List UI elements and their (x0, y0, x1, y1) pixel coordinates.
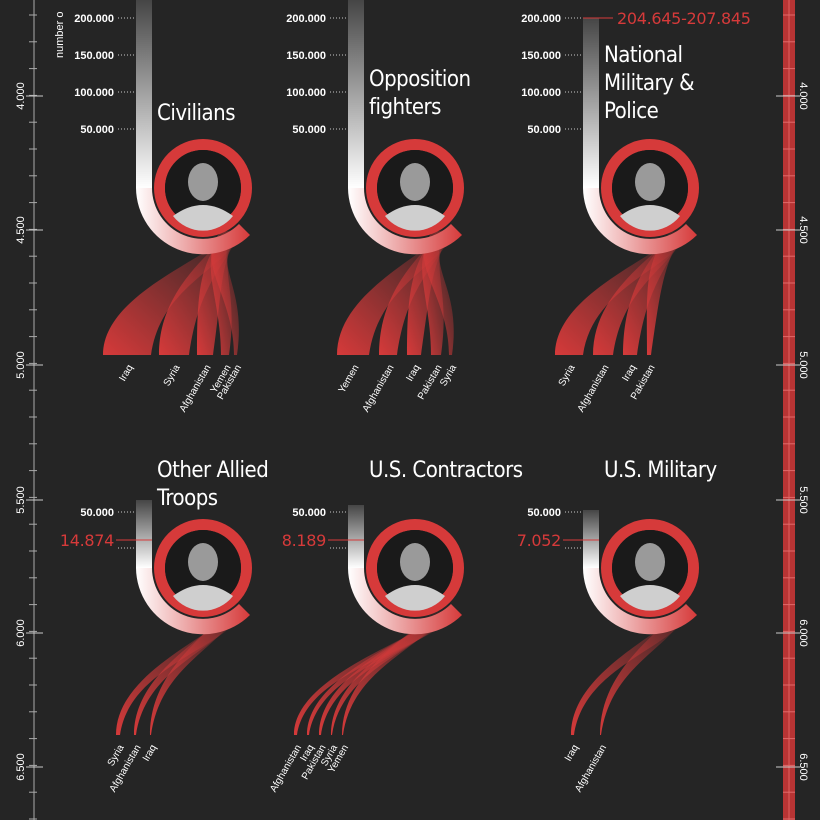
value-stem (348, 0, 364, 188)
ring (154, 519, 252, 617)
panel-title: Opposition (369, 67, 471, 92)
scale-tick-label: 200.000 (74, 13, 114, 25)
panel-title: U.S. Contractors (369, 458, 523, 483)
axis-tick-label: 5.500 (15, 486, 27, 514)
right-tick-label: 5.500 (797, 486, 809, 514)
scale-tick-label: 150.000 (286, 50, 326, 62)
value-stem (348, 505, 364, 568)
ring (366, 519, 464, 617)
country-label: Syria (438, 363, 459, 389)
country-label: Iraq (404, 363, 422, 383)
flow-pakistan (211, 230, 239, 355)
scale-tick-label: 200.000 (286, 13, 326, 25)
flow-iraq (623, 230, 686, 355)
shoulders-shape (385, 205, 445, 231)
right-tick-label: 5.000 (797, 351, 809, 379)
axis-tick-label: 4.000 (15, 82, 27, 110)
value-stem-curve (583, 188, 697, 255)
right-tick-label: 4.500 (797, 216, 809, 244)
ring (601, 519, 699, 617)
ring (601, 139, 699, 237)
scale-tick-label: 100.000 (521, 87, 561, 99)
value-label: 8.189 (282, 531, 326, 550)
country-label: Iraq (563, 743, 581, 763)
scale-tick-label: 150.000 (521, 50, 561, 62)
country-label: Afghanistan (576, 363, 612, 414)
right-tick-label: 6.000 (797, 619, 809, 647)
scale-tick-label: 200.000 (521, 13, 561, 25)
value-stem (583, 510, 599, 568)
axis-title: number o (54, 12, 66, 58)
country-label: Afghanistan (268, 743, 304, 794)
country-label: Iraq (141, 743, 159, 763)
panel-title: Other Allied (157, 458, 268, 483)
panel-civilians: Iraq SyriaAfghanistanYemenPakistanCivilia… (74, 0, 252, 414)
scale-tick-label: 50.000 (527, 124, 561, 136)
shoulders-shape (385, 585, 445, 611)
face-shape (635, 163, 665, 201)
flow-pakistan (646, 230, 683, 355)
right-axis: 4.000 4.500 5.000 5.500 6.000 6.500 (776, 0, 809, 820)
shoulders-shape (173, 205, 233, 231)
panel-title: U.S. Military (604, 458, 718, 483)
value-stem (136, 500, 152, 568)
value-stem (136, 0, 152, 188)
panel-title: fighters (369, 95, 441, 120)
flow-syria (423, 230, 454, 355)
ring (154, 139, 252, 237)
panel-title: Police (604, 99, 659, 124)
scale-tick-label: 100.000 (286, 87, 326, 99)
country-label: Syria (162, 363, 183, 389)
panel-title: National (604, 43, 682, 68)
scale-tick-label: 150.000 (74, 50, 114, 62)
flow-afghanistan (379, 230, 454, 355)
panel-opposition-fighters: Yemen Afghanistan IraqPakistanSyriaOpposit… (286, 0, 471, 414)
right-tick-label: 6.500 (797, 753, 809, 781)
axis-tick-label: 6.000 (15, 619, 27, 647)
value-label: 204.645-207.845 (617, 9, 751, 28)
country-label: Afghanistan (361, 363, 397, 414)
shoulders-shape (620, 205, 680, 231)
scale-tick-label: 100.000 (74, 87, 114, 99)
value-stem-curve (136, 568, 250, 635)
left-axis: 4.000 4.500 5.000 5.500 6.000 6.500 number o (15, 0, 66, 820)
country-label: Iraq (620, 363, 638, 383)
country-label: Syria (557, 363, 578, 389)
value-stem (583, 18, 599, 188)
scale-tick-label: 50.000 (80, 507, 114, 519)
axis-tick-label: 6.500 (15, 753, 27, 781)
value-stem-curve (348, 568, 462, 635)
face-shape (188, 543, 218, 581)
panel-title: Military & (604, 71, 694, 96)
value-label: 14.874 (60, 531, 114, 550)
shoulders-shape (173, 585, 233, 611)
scale-tick-label: 50.000 (292, 124, 326, 136)
right-tick-label: 4.000 (797, 82, 809, 110)
panel-title: Troops (156, 486, 218, 511)
scale-tick-label: 50.000 (80, 124, 114, 136)
ring (366, 139, 464, 237)
face-shape (635, 543, 665, 581)
country-label: Iraq (117, 363, 135, 383)
scale-tick-label: 50.000 (527, 507, 561, 519)
face-shape (188, 163, 218, 201)
face-shape (400, 543, 430, 581)
value-label: 7.052 (517, 531, 561, 550)
value-stem-curve (583, 568, 697, 635)
axis-tick-label: 5.000 (15, 351, 27, 379)
panel-title: Civilians (157, 101, 235, 126)
value-stem-curve (136, 188, 250, 255)
scale-tick-label: 50.000 (292, 507, 326, 519)
value-stem-curve (348, 188, 462, 255)
face-shape (400, 163, 430, 201)
shoulders-shape (620, 585, 680, 611)
axis-tick-label: 4.500 (15, 216, 27, 244)
country-label: Yemen (337, 363, 362, 395)
